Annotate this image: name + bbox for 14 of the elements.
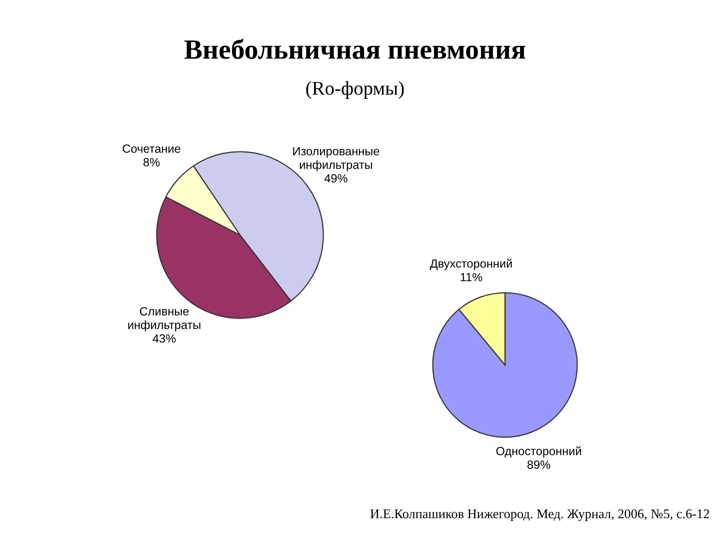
chart-title: Внебольничная пневмония <box>184 38 526 59</box>
slice-label: Двухсторонний <box>430 258 512 270</box>
slice-label: Сливные инфильтраты <box>128 307 200 332</box>
data-label: 89% <box>527 460 550 469</box>
chart-subtitle: (Ro-формы) <box>306 81 404 99</box>
slice-label: Односторонний <box>496 446 581 458</box>
text: И.Е.Колпашиков Нижегород. Мед. Журнал, 2006, №5, с.6-12 <box>370 509 710 521</box>
slice-label: Сочетание <box>122 144 180 153</box>
data-label: 11% <box>460 272 482 282</box>
pie-slice <box>432 292 578 438</box>
data-label: 49% <box>324 174 348 183</box>
data-label: 43% <box>152 334 176 343</box>
data-label: 8% <box>143 158 160 166</box>
slice-label: Изолированные инфильтраты <box>293 147 380 172</box>
